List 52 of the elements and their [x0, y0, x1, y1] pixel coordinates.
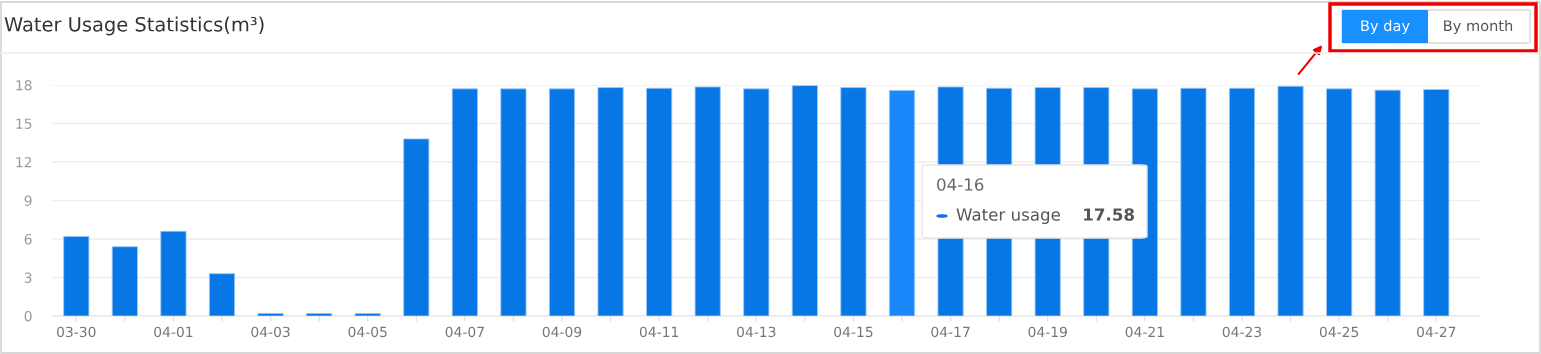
bar [1374, 89, 1401, 316]
text: By day [1361, 19, 1410, 35]
bar [1326, 88, 1353, 316]
x-tick-label: 04-09 [542, 326, 582, 338]
x-tick-label: 04-05 [348, 326, 387, 338]
y-tick-label: 18 [16, 79, 32, 91]
bar [306, 313, 333, 316]
bar [403, 138, 430, 316]
y-tick-label: 6 [24, 233, 32, 245]
bar [646, 87, 673, 316]
y-tick-label: 9 [24, 195, 32, 206]
bar [1423, 89, 1450, 316]
bar [257, 313, 284, 316]
bar [840, 87, 867, 316]
bar [1277, 85, 1304, 316]
y-tick-label: 12 [16, 156, 32, 168]
x-tick-label: 04-11 [639, 326, 679, 338]
bar [1228, 87, 1256, 316]
x-tick-label: 04-21 [1125, 326, 1164, 338]
legend-label: Water usage [956, 208, 1060, 225]
x-tick-label: 04-17 [931, 326, 970, 338]
x-tick-label: 04-03 [251, 326, 290, 338]
y-tick-label: 3 [24, 272, 32, 283]
x-tick-label: 04-23 [1222, 326, 1262, 338]
y-tick-label: 15 [16, 118, 32, 129]
bar [548, 88, 576, 316]
bar [791, 85, 818, 316]
bar [354, 313, 381, 316]
chart-title: Water Usage Statistics(m³) [4, 16, 264, 36]
bar [160, 230, 187, 316]
y-tick-label: 0 [24, 310, 32, 322]
bar [451, 88, 478, 316]
bar [597, 87, 624, 316]
text: By month [1444, 19, 1513, 35]
bar [500, 88, 527, 316]
bar [1180, 87, 1207, 316]
bar [694, 86, 721, 316]
x-tick-label: 03-30 [57, 326, 96, 338]
annotation: 04-16 [937, 178, 984, 191]
x-tick-label: 04-07 [445, 326, 484, 338]
x-tick-label: 04-15 [834, 326, 873, 338]
bar [743, 88, 770, 316]
bar [208, 273, 236, 316]
bar [111, 246, 138, 316]
bar [63, 236, 90, 316]
x-tick-label: 04-01 [154, 326, 193, 338]
x-tick-label: 04-13 [737, 326, 776, 338]
x-tick-label: 04-19 [1028, 326, 1067, 338]
x-tick-label: 04-27 [1417, 326, 1456, 338]
x-tick-label: 04-25 [1319, 326, 1359, 338]
annotation: 17.58 [1084, 208, 1134, 221]
bar [888, 89, 916, 316]
